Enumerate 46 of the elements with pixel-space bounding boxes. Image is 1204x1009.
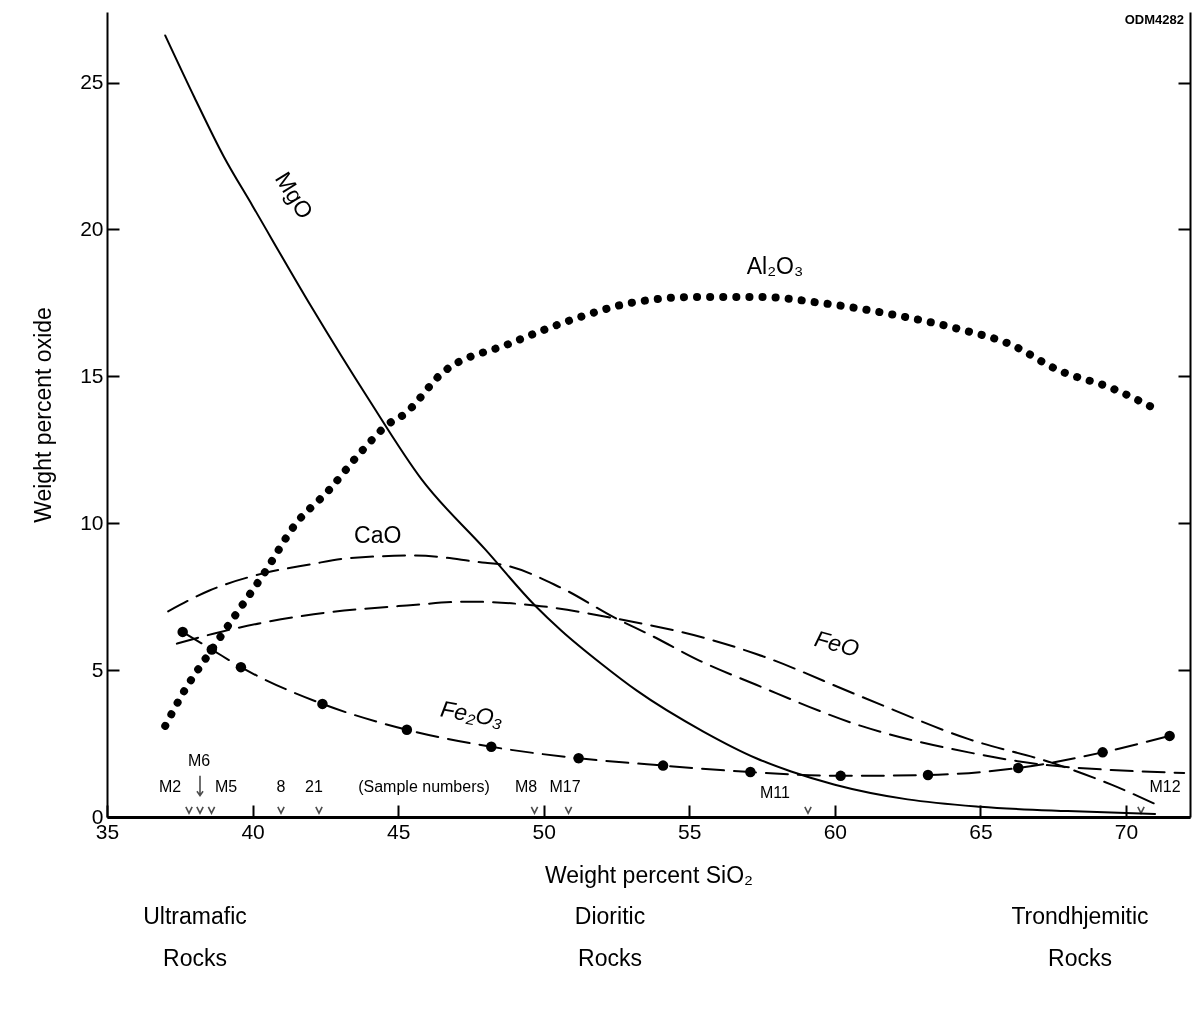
point	[573, 753, 584, 764]
point	[206, 644, 218, 655]
y-tick-label: 25	[80, 70, 104, 94]
annotation: M5	[214, 778, 238, 795]
point	[317, 698, 328, 710]
annotation: 21	[305, 778, 323, 795]
annotation: M6	[187, 752, 211, 769]
y-tick-label: 10	[80, 510, 104, 534]
annotation: M8	[514, 778, 538, 795]
y-tick-label: 15	[80, 363, 104, 387]
x-tick-label: 70	[1114, 819, 1139, 843]
x-axis-title: Weight percent SiO₂	[545, 861, 753, 888]
point	[1097, 747, 1108, 758]
point	[1164, 730, 1175, 742]
point	[486, 741, 497, 753]
text: Ultramafic Rocks	[143, 903, 247, 971]
text: Trondhjemitic Rocks	[1011, 903, 1149, 971]
annotation: M2	[158, 778, 182, 795]
point	[745, 766, 756, 778]
annotation: ODM4282	[1124, 12, 1184, 27]
x-tick-label: 60	[823, 819, 847, 843]
series-label: CaO	[354, 522, 402, 549]
x-tick-label: 50	[532, 819, 556, 843]
text: Dioritic Rocks	[574, 903, 646, 971]
point	[1012, 762, 1024, 774]
point	[922, 769, 934, 781]
y-tick-label: 5	[91, 657, 104, 681]
annotation: M12	[1149, 778, 1181, 795]
text: FeO	[811, 625, 862, 662]
annotation: 8	[276, 778, 286, 795]
point	[235, 661, 247, 673]
x-tick-label: 55	[678, 819, 702, 843]
annotation: M11	[760, 784, 791, 801]
point	[177, 626, 188, 638]
x-tick-label: 65	[969, 819, 993, 843]
x-tick-label: 40	[241, 819, 265, 843]
point	[835, 770, 846, 782]
series-label: Al₂O₃	[746, 252, 804, 279]
point	[657, 760, 669, 771]
text: Fe₂O₃	[438, 695, 505, 733]
x-tick-label: 45	[386, 819, 411, 843]
annotation: (Sample numbers)	[358, 778, 490, 795]
annotation: M17	[549, 778, 581, 795]
y-axis-title: Weight percent oxide	[30, 307, 57, 523]
point	[401, 724, 413, 735]
y-tick-label: 20	[80, 216, 104, 240]
